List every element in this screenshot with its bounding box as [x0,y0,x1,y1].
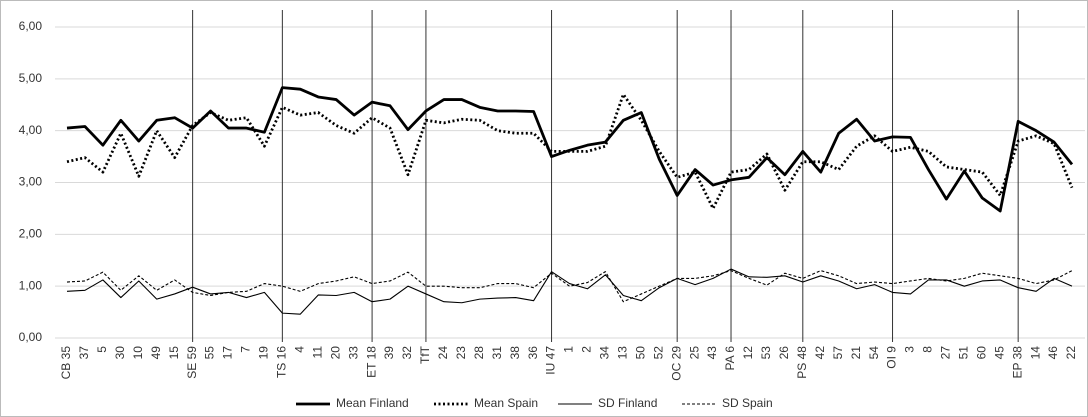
x-tick-label: 42 [813,346,827,360]
x-tick-label: 17 [221,346,235,360]
series-line [66,268,1073,315]
x-tick-label: 11 [310,346,324,359]
x-tick-label: 25 [687,346,701,360]
x-tick-label: SE 59 [185,346,199,379]
x-tick-label: IU 47 [544,346,558,375]
x-tick-label: 2 [580,346,594,353]
x-tick-label: 13 [616,346,630,360]
x-tick-label: 55 [203,346,217,360]
x-tick-label: 14 [1028,346,1042,360]
x-tick-label: 26 [777,346,791,360]
x-tick-label: 3 [903,346,917,353]
x-tick-label: 5 [95,346,109,353]
x-tick-label: 37 [77,346,91,360]
x-tick-label: EP 38 [1010,346,1024,379]
x-tick-label: OC 29 [669,346,683,381]
x-tick-label: 38 [508,346,522,360]
x-tick-label: 30 [113,346,127,360]
series-line [66,270,1073,303]
y-tick-label: 3,00 [19,175,43,189]
y-tick-label: 4,00 [19,123,43,137]
series-line [66,92,1074,210]
x-tick-label: 7 [239,346,253,353]
x-tick-label: 39 [382,346,396,360]
x-tick-label: CB 35 [59,346,73,380]
x-tick-label: 10 [131,346,145,360]
y-tick-label: 0,00 [19,330,43,344]
x-tick-label: 20 [328,346,342,360]
x-tick-label: 57 [831,346,845,360]
x-tick-label: 50 [633,346,647,360]
legend-label: SD Finland [598,396,657,410]
x-tick-label: 1 [562,346,576,353]
x-tick-label: 15 [167,346,181,360]
y-tick-label: 5,00 [19,71,43,85]
x-tick-label: 23 [454,346,468,360]
x-tick-label: 54 [867,346,881,360]
x-tick-label: 21 [849,346,863,360]
x-tick-label: PA 6 [723,346,737,371]
x-tick-label: 51 [956,346,970,360]
legend-label: Mean Finland [336,396,409,410]
y-tick-label: 6,00 [19,19,43,33]
x-tick-label: OI 9 [885,346,899,369]
x-tick-label: 8 [921,346,935,353]
x-tick-label: TfT [418,345,432,364]
legend-label: Mean Spain [474,396,538,410]
x-tick-label: 53 [759,346,773,360]
x-tick-label: 24 [436,346,450,360]
legend: Mean Finland Mean Spain SD Finland SD Spain [296,396,773,410]
x-tick-label: 49 [149,346,163,360]
x-tick-label: 46 [1046,346,1060,360]
x-tick-label: 43 [705,346,719,360]
x-tick-label: 32 [400,346,414,360]
x-tick-label: 34 [598,346,612,360]
x-tick-label: 19 [257,346,271,360]
x-tick-label: TS 16 [275,346,289,378]
x-tick-label: 45 [992,346,1006,360]
x-tick-label: 4 [292,346,306,353]
x-tick-label: 60 [974,346,988,360]
x-tick-label: 27 [939,346,953,360]
x-tick-label: ET 18 [364,346,378,378]
x-tick-label: 12 [741,346,755,360]
x-tick-label: 31 [490,346,504,360]
y-tick-label: 1,00 [19,278,43,292]
x-tick-label: 28 [472,346,486,360]
x-tick-label: 52 [651,346,665,360]
x-tick-label: 36 [526,346,540,360]
x-tick-label: 33 [346,346,360,360]
x-tick-label: PS 48 [795,346,809,379]
x-tick-label: 22 [1064,346,1078,360]
legend-label: SD Spain [722,396,773,410]
y-tick-label: 2,00 [19,227,43,241]
